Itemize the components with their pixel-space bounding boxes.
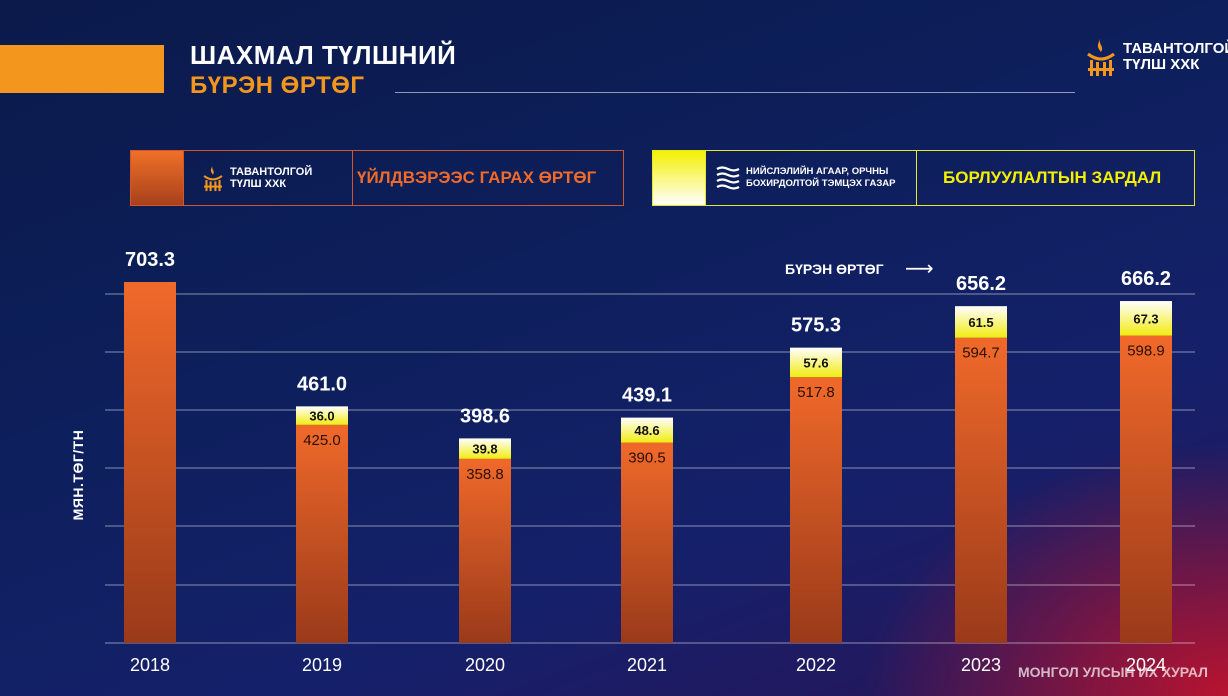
- data-label-sales-2019: 36.0: [309, 409, 334, 424]
- brand-name-line2: ТҮЛШ ХХК: [1123, 56, 1200, 73]
- bar-sales-2024: [1120, 301, 1172, 336]
- tavantolgoi-logo-icon: [1087, 38, 1115, 76]
- bar-sales-2023: [955, 306, 1007, 338]
- bar-production-2020: [459, 458, 511, 643]
- legend-agency-line2: БОХИРДОЛТОЙ ТЭМЦЭХ ГАЗАР: [746, 178, 896, 189]
- x-tick-label-2023: 2023: [961, 655, 1001, 675]
- bar-sales-2021: [621, 417, 673, 443]
- data-label-sales-2024: 67.3: [1133, 311, 1158, 326]
- data-label-sales-2023: 61.5: [968, 315, 993, 330]
- total-label-2023: 656.2: [956, 273, 1006, 295]
- legend-brand-line1: ТАВАНТОЛГОЙ: [230, 166, 313, 178]
- total-label-2022: 575.3: [791, 315, 841, 337]
- data-label-production-2024: 598.9: [1127, 343, 1165, 360]
- legend-item-sales-cost: НИЙСЛЭЛИЙН АГААР, ОРЧНЫ БОХИРДОЛТОЙ ТЭМЦ…: [652, 150, 1195, 206]
- total-label-2021: 439.1: [622, 385, 672, 407]
- legend-label-production: ҮЙЛДВЭРЭЭС ГАРАХ ӨРТӨГ: [357, 168, 597, 187]
- x-tick-label-2020: 2020: [465, 655, 505, 675]
- bar-production-2023: [955, 337, 1007, 643]
- total-label-2024: 666.2: [1121, 268, 1171, 290]
- bar-sales-2022: [790, 347, 842, 378]
- legend-swatch-sales: [653, 151, 705, 205]
- bar-production-2019: [296, 424, 348, 643]
- bar-production-2022: [790, 377, 842, 643]
- brand-logo: ТАВАНТОЛГОЙ ТҮЛШ ХХК: [1085, 36, 1228, 78]
- page-title: ШАХМАЛ ТҮЛШНИЙ: [190, 40, 457, 70]
- tavantolgoi-small-logo-icon: [203, 164, 223, 192]
- bar-sales-2019: [296, 406, 348, 425]
- data-label-production-2020: 358.8: [466, 466, 504, 483]
- annotation-total-cost: БҮРЭН ӨРТӨГ: [785, 261, 884, 277]
- x-tick-label-2024: 2024: [1126, 655, 1166, 675]
- brand-name-line1: ТАВАНТОЛГОЙ: [1123, 40, 1228, 57]
- data-label-production-2021: 390.5: [628, 450, 666, 467]
- header-accent-bar: [0, 45, 164, 93]
- footer-source: МОНГОЛ УЛСЫН ИХ ХУРАЛ: [1017, 664, 1208, 680]
- bar-sales-2020: [459, 438, 511, 459]
- legend-swatch-production: [131, 151, 183, 205]
- bar-production-2018: [124, 282, 176, 643]
- legend-brand: ТАВАНТОЛГОЙ ТҮЛШ ХХК: [183, 151, 353, 205]
- legend-item-production-cost: ТАВАНТОЛГОЙ ТҮЛШ ХХК ҮЙЛДВЭРЭЭС ГАРАХ ӨР…: [130, 150, 624, 206]
- page-subtitle: БҮРЭН ӨРТӨГ: [190, 72, 365, 99]
- total-label-2018: 703.3: [125, 249, 175, 271]
- x-tick-label-2019: 2019: [302, 655, 342, 675]
- x-tick-label-2021: 2021: [627, 655, 667, 675]
- legend-agency: НИЙСЛЭЛИЙН АГААР, ОРЧНЫ БОХИРДОЛТОЙ ТЭМЦ…: [705, 151, 917, 205]
- data-label-production-2019: 425.0: [303, 432, 341, 449]
- x-tick-label-2022: 2022: [796, 655, 836, 675]
- agency-wave-logo-icon: [716, 166, 740, 190]
- data-label-sales-2021: 48.6: [634, 423, 659, 438]
- legend-label-sales: БОРЛУУЛАЛТЫН ЗАРДАЛ: [943, 168, 1162, 187]
- title-divider: [395, 92, 1075, 93]
- data-label-sales-2022: 57.6: [803, 355, 828, 370]
- legend-brand-line2: ТҮЛШ ХХК: [230, 178, 287, 190]
- annotation-arrow-icon: ⟶: [905, 256, 934, 280]
- total-label-2019: 461.0: [297, 373, 347, 395]
- bar-production-2024: [1120, 335, 1172, 643]
- data-label-production-2022: 517.8: [797, 384, 835, 401]
- x-tick-label-2018: 2018: [130, 655, 170, 675]
- legend-agency-line1: НИЙСЛЭЛИЙН АГААР, ОРЧНЫ: [746, 166, 889, 177]
- data-label-sales-2020: 39.8: [472, 442, 497, 457]
- data-label-production-2023: 594.7: [962, 345, 1000, 362]
- bar-production-2021: [621, 442, 673, 643]
- total-label-2020: 398.6: [460, 405, 510, 427]
